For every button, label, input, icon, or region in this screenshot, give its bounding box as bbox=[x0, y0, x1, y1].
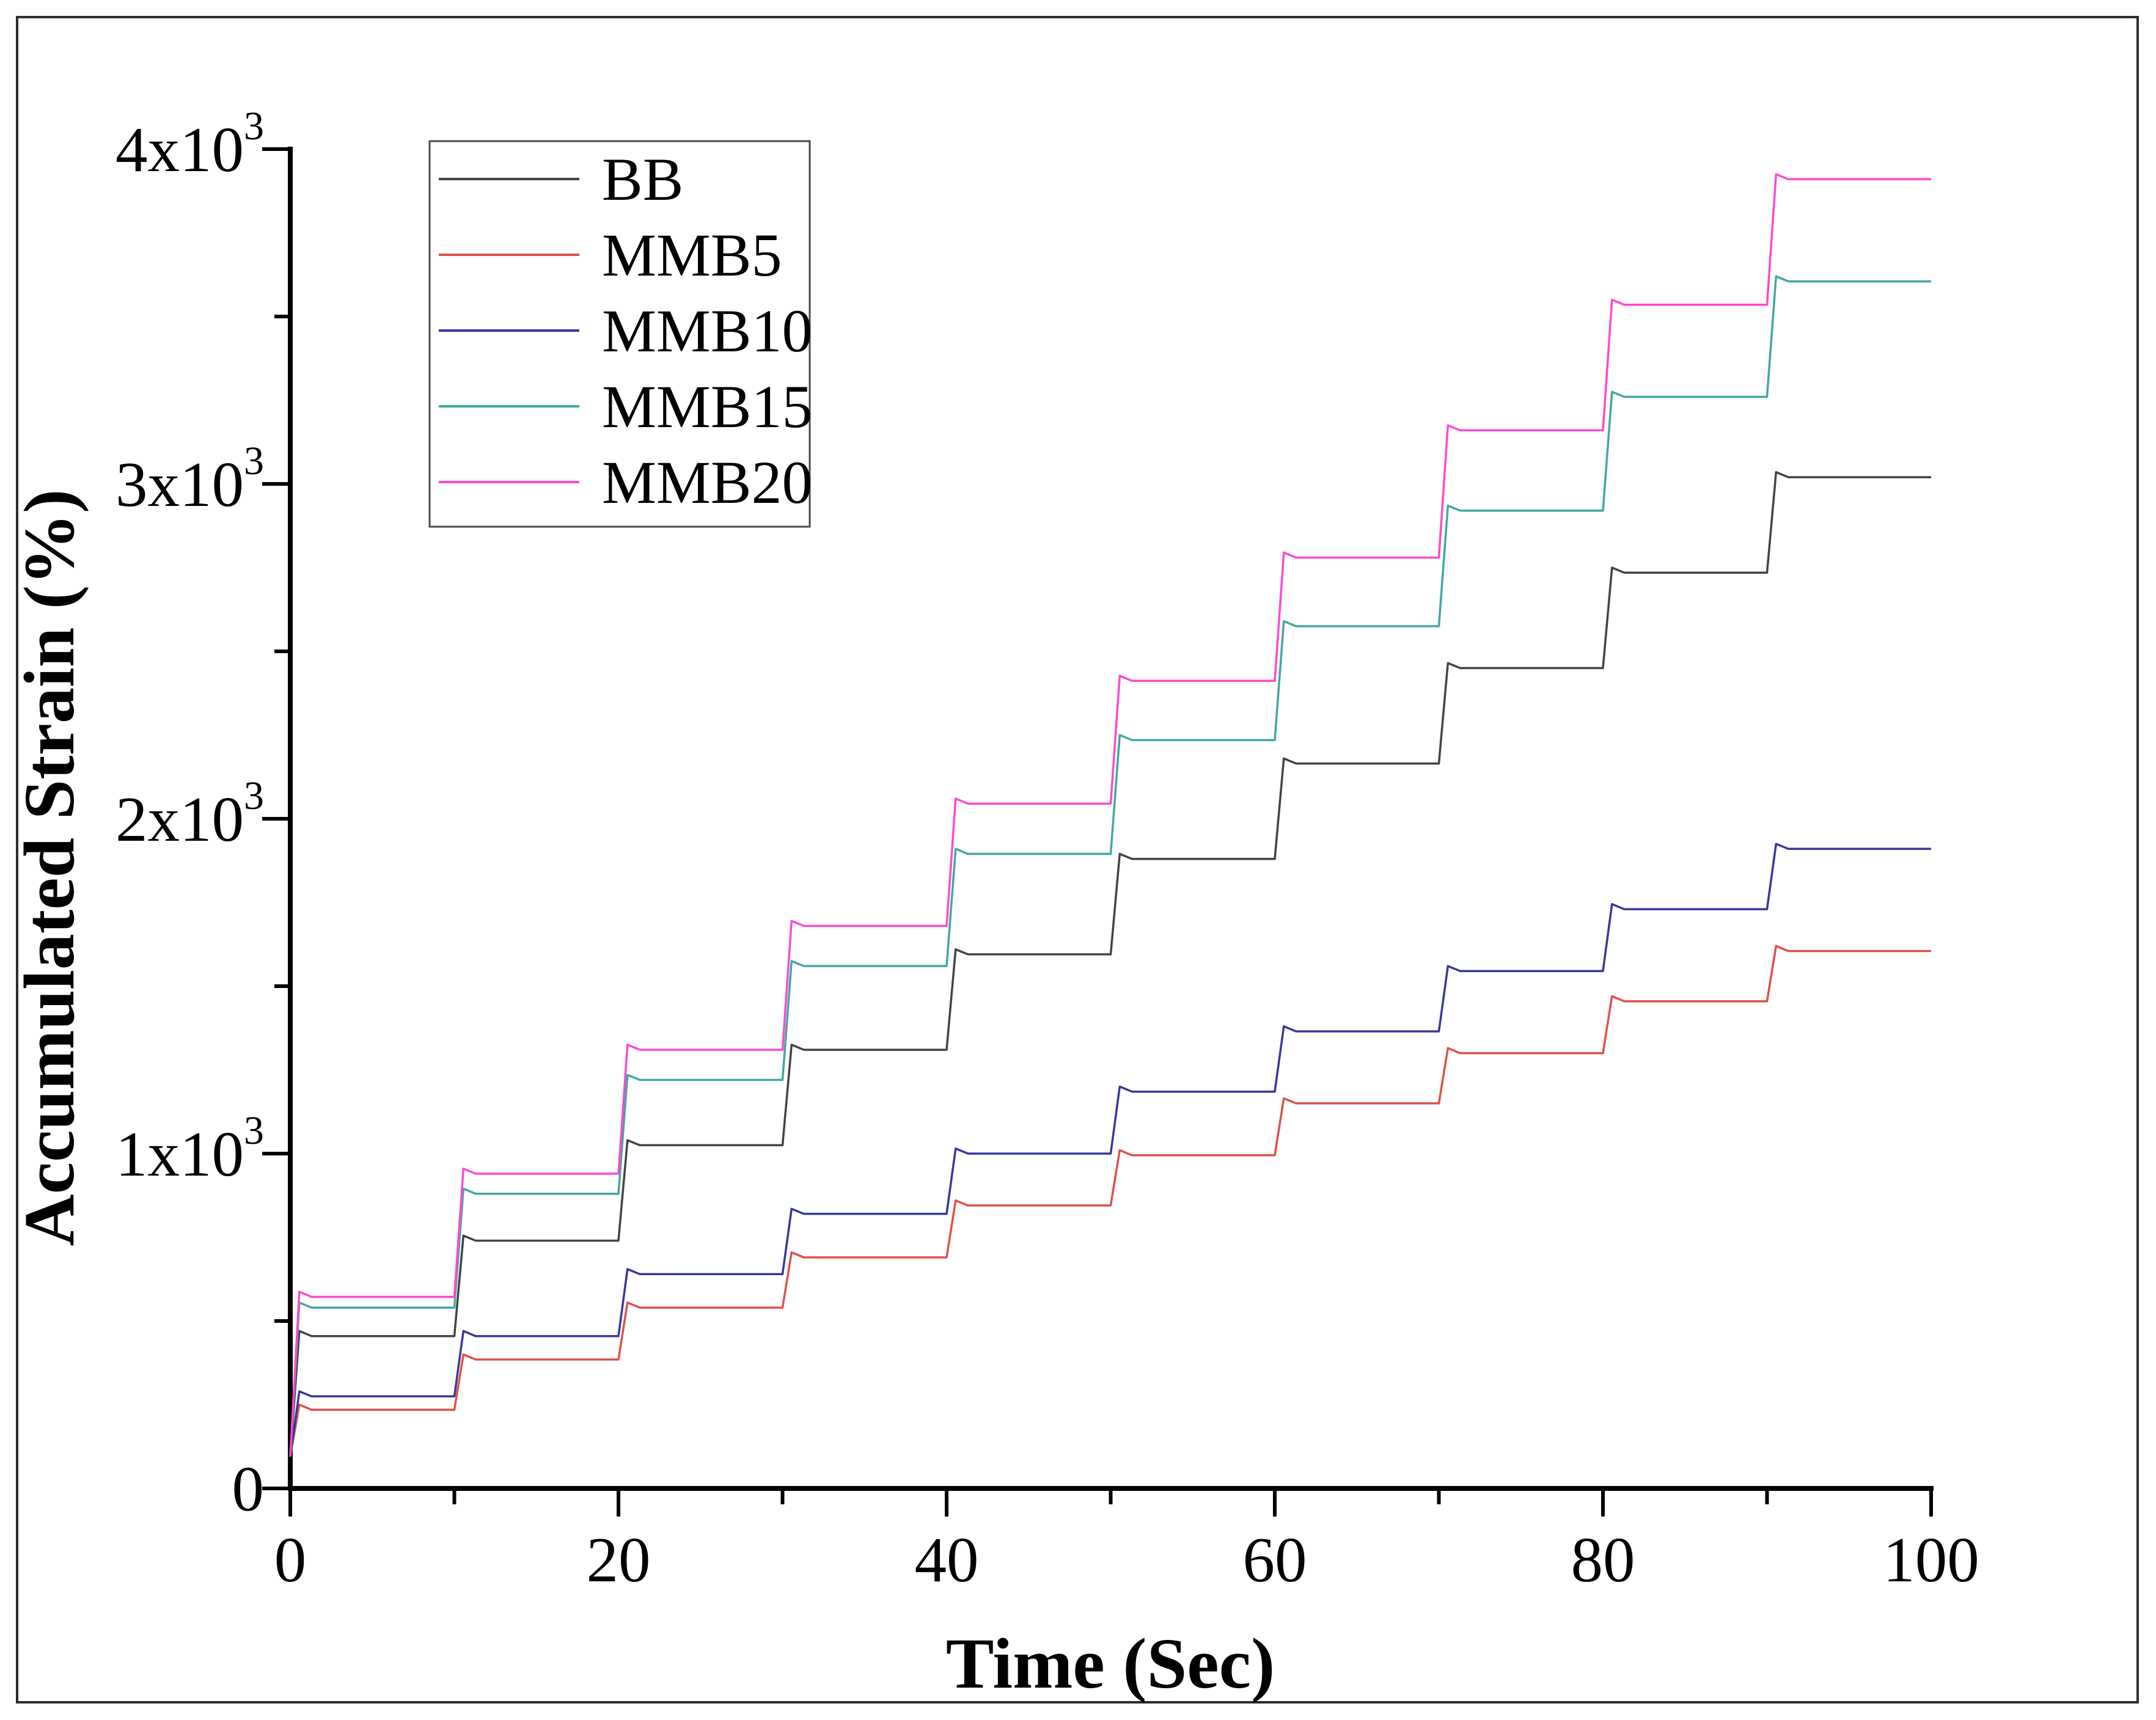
y-tick-label: 4x103 bbox=[116, 104, 264, 185]
legend-label-mmb15: MMB15 bbox=[602, 373, 813, 441]
series-line-mmb15 bbox=[289, 275, 1931, 1457]
plot-area: 0 20 40 60 80 100 0 1x103 2x103 3x103 4x103 BB MMB5 M… bbox=[116, 104, 1979, 1595]
x-axis-title: Time (Sec) bbox=[946, 1623, 1275, 1704]
legend-label-mmb20: MMB20 bbox=[602, 448, 813, 516]
y-tick-label: 2x103 bbox=[116, 774, 264, 855]
x-tick-label: 80 bbox=[1571, 1524, 1635, 1595]
x-tick-label: 100 bbox=[1883, 1524, 1979, 1595]
legend-box bbox=[428, 140, 811, 528]
figure-border bbox=[16, 16, 2139, 1704]
x-tick-label: 60 bbox=[1243, 1524, 1307, 1595]
y-tick-label: 0 bbox=[232, 1453, 265, 1524]
legend-label-bb: BB bbox=[602, 145, 683, 213]
series-line-bb bbox=[289, 471, 1931, 1457]
series-line-mmb20 bbox=[289, 173, 1931, 1457]
legend-label-mmb5: MMB5 bbox=[602, 221, 782, 289]
legend-label-mmb10: MMB10 bbox=[602, 297, 813, 365]
x-tick-label: 40 bbox=[915, 1524, 979, 1595]
series-line-mmb10 bbox=[289, 843, 1931, 1457]
x-tick-label: 0 bbox=[274, 1524, 307, 1595]
y-axis-title: Accumulated Strain (%) bbox=[9, 489, 89, 1246]
y-tick-label: 1x103 bbox=[116, 1108, 264, 1190]
y-tick-label: 3x103 bbox=[116, 439, 264, 520]
series-line-mmb5 bbox=[289, 945, 1931, 1457]
x-tick-label: 20 bbox=[587, 1524, 651, 1595]
